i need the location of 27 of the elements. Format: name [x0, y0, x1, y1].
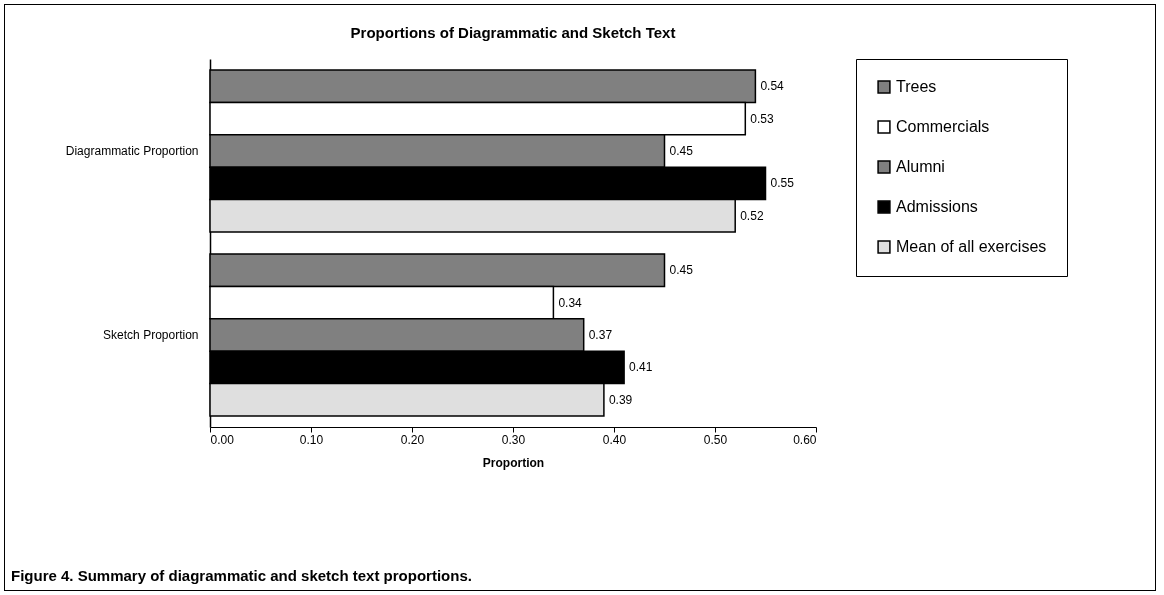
chart-title: Proportions of Diagrammatic and Sketch Text [350, 23, 676, 41]
data-label: 0.45 [669, 144, 694, 158]
x-tick-label: 0.50 [703, 432, 728, 447]
data-label: 0.34 [558, 295, 583, 310]
data-label: 0.37 [588, 328, 613, 342]
x-axis-title: Proportion [482, 455, 545, 470]
data-label: 0.52 [740, 208, 764, 223]
legend-label: Alumni [896, 158, 945, 175]
data-label: 0.45 [669, 263, 694, 278]
x-tick-label: 0.10 [299, 432, 324, 447]
data-label: 0.41 [629, 360, 653, 375]
y-tick-label: Diagrammatic Proportion [65, 144, 199, 158]
x-tick-label: 0.40 [602, 432, 627, 447]
legend-label: Trees [896, 78, 937, 95]
data-label: 0.39 [608, 392, 633, 407]
y-tick-label: Sketch Proportion [103, 328, 199, 342]
legend-label: Admissions [896, 198, 978, 215]
data-label: 0.55 [770, 176, 795, 191]
x-tick-label: 0.30 [501, 432, 526, 447]
legend-label: Commercials [896, 118, 990, 135]
caption: Figure 4. Summary of diagrammatic and sketch text proportions. [11, 567, 472, 584]
legend-label: Mean of all exercises [896, 238, 1047, 255]
x-tick-label: 0.20 [400, 432, 425, 447]
data-label: 0.54 [760, 79, 785, 94]
x-tick-label: 0.00 [210, 432, 235, 447]
data-label: 0.53 [750, 111, 774, 126]
x-tick-label: 0.60 [793, 432, 817, 447]
